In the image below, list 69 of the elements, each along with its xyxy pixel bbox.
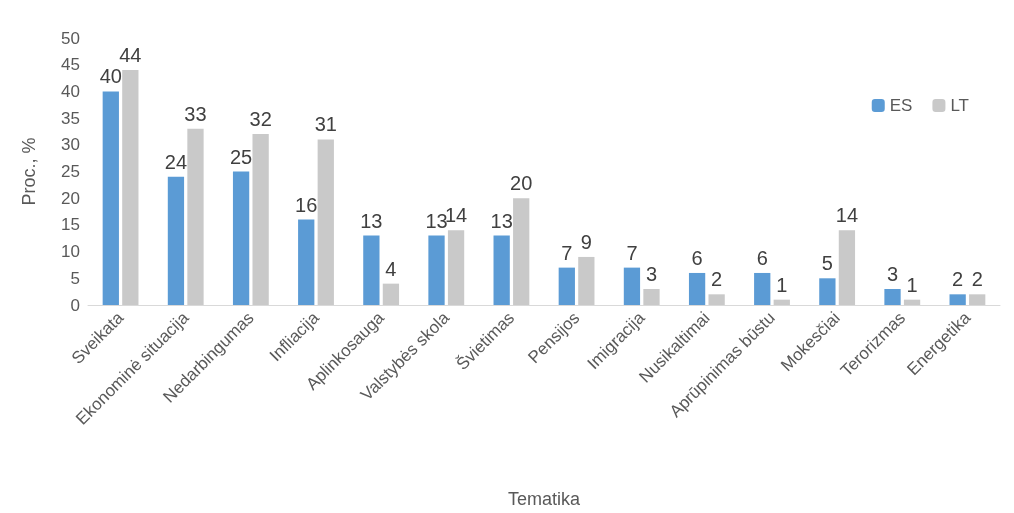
bar — [252, 134, 269, 305]
data-label: 16 — [295, 193, 318, 216]
data-label: 4 — [385, 257, 397, 280]
bar — [623, 267, 641, 305]
data-label: 2 — [711, 268, 723, 291]
y-tick-label: 10 — [61, 242, 80, 262]
bar — [167, 176, 185, 305]
bar — [513, 198, 530, 305]
bar — [187, 128, 204, 305]
legend-label: ES — [889, 96, 913, 115]
data-label: 24 — [164, 150, 188, 173]
data-label: 2 — [971, 268, 983, 291]
y-tick-label: 35 — [61, 108, 80, 128]
data-label: 3 — [645, 262, 658, 285]
data-label: 3 — [886, 262, 899, 285]
y-tick-label: 5 — [70, 268, 80, 288]
bar — [558, 267, 575, 305]
bar — [122, 70, 139, 305]
data-label: 44 — [119, 44, 142, 67]
y-tick-label: 40 — [61, 81, 80, 101]
data-label: 33 — [184, 102, 207, 125]
bar — [969, 294, 986, 305]
data-label: 9 — [580, 230, 592, 253]
bar — [447, 230, 465, 305]
data-label: 6 — [756, 246, 768, 269]
data-label: 7 — [561, 241, 573, 264]
y-tick-label: 0 — [70, 295, 80, 315]
y-tick-label: 15 — [61, 215, 80, 235]
bar — [754, 272, 771, 305]
data-label: 13 — [360, 209, 383, 232]
data-label: 13 — [490, 209, 513, 232]
bar — [578, 256, 595, 305]
bar — [317, 139, 334, 305]
data-label: 14 — [835, 204, 859, 227]
data-label: 32 — [249, 108, 272, 131]
bar — [382, 283, 400, 305]
bar — [298, 219, 315, 305]
data-label: 2 — [952, 268, 964, 291]
data-label: 1 — [906, 273, 918, 296]
data-label: 6 — [691, 246, 703, 269]
y-tick-label: 50 — [61, 28, 80, 48]
bar — [232, 171, 250, 305]
y-tick-label: 20 — [61, 188, 80, 208]
legend-label: LT — [950, 96, 969, 115]
bar — [773, 299, 790, 305]
y-tick-label: 45 — [61, 55, 80, 75]
bar — [643, 288, 660, 305]
bar — [102, 91, 119, 305]
bar — [819, 278, 836, 305]
data-label: 31 — [314, 113, 337, 136]
bar — [884, 288, 901, 305]
y-axis-title: Proc., % — [19, 137, 39, 206]
bar — [688, 272, 706, 305]
bar — [428, 235, 445, 305]
data-label: 25 — [229, 145, 253, 168]
bar — [708, 294, 725, 305]
data-label: 7 — [626, 241, 638, 264]
bar — [949, 294, 966, 305]
data-label: 5 — [821, 252, 833, 275]
y-tick-label: 30 — [61, 135, 80, 155]
bar — [363, 235, 380, 305]
y-tick-label: 25 — [61, 162, 80, 181]
x-axis-title: Tematika — [507, 489, 581, 509]
bar — [493, 235, 510, 305]
data-label: 1 — [776, 273, 788, 296]
data-label: 40 — [99, 65, 122, 88]
data-label: 20 — [510, 172, 533, 195]
bar — [903, 299, 921, 305]
bar — [838, 230, 856, 305]
